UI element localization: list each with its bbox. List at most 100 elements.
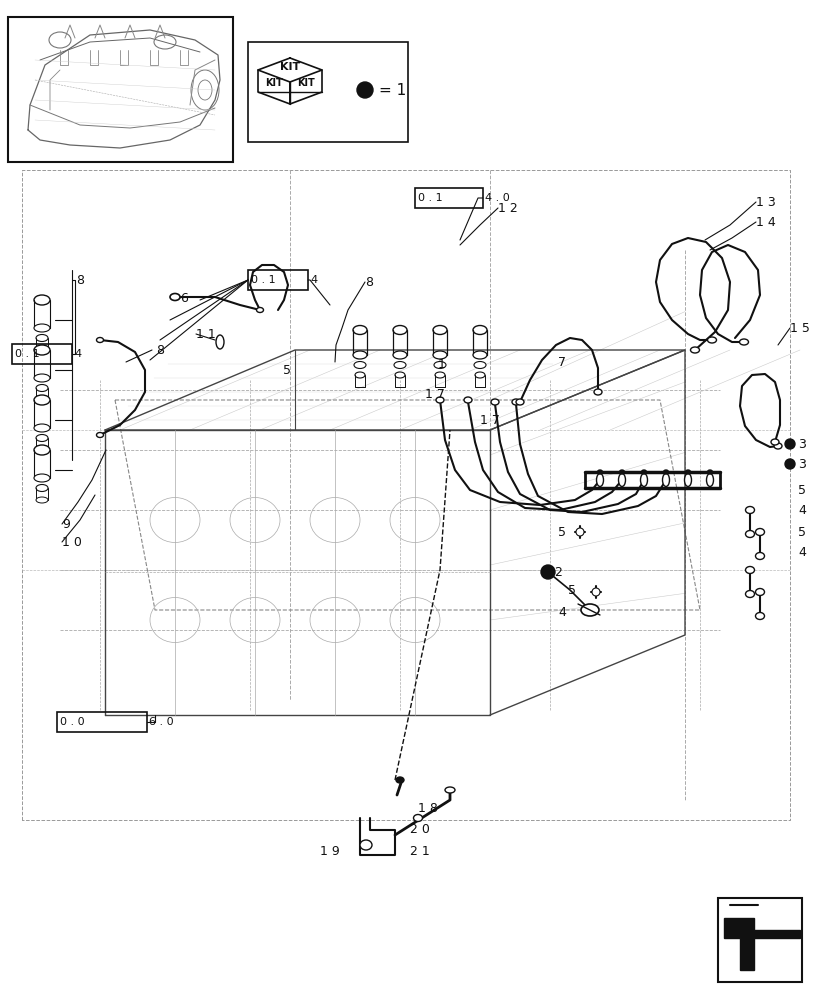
Polygon shape (723, 918, 799, 970)
Ellipse shape (395, 372, 405, 378)
Ellipse shape (445, 787, 455, 793)
Text: 9: 9 (62, 518, 70, 530)
Ellipse shape (360, 840, 372, 850)
Ellipse shape (685, 470, 690, 474)
Ellipse shape (354, 361, 365, 368)
Text: 5: 5 (797, 526, 805, 538)
Text: 4: 4 (74, 349, 81, 359)
Ellipse shape (34, 374, 50, 382)
Text: 5: 5 (557, 526, 565, 538)
Ellipse shape (256, 308, 263, 312)
Ellipse shape (690, 347, 699, 353)
Ellipse shape (464, 397, 472, 403)
Text: 2 0: 2 0 (410, 823, 429, 836)
Text: 1 2: 1 2 (497, 202, 517, 215)
Ellipse shape (684, 474, 690, 487)
Circle shape (784, 439, 794, 449)
Ellipse shape (393, 361, 405, 368)
Ellipse shape (706, 474, 713, 487)
Ellipse shape (593, 389, 601, 395)
Ellipse shape (707, 337, 716, 343)
Ellipse shape (34, 345, 50, 355)
Bar (414, 188, 482, 208)
Ellipse shape (744, 530, 753, 538)
Text: 1: 1 (437, 359, 446, 371)
Ellipse shape (36, 334, 48, 342)
Ellipse shape (34, 295, 50, 305)
Text: 0 . 1: 0 . 1 (15, 349, 39, 359)
Ellipse shape (34, 324, 50, 332)
Ellipse shape (618, 470, 624, 474)
Text: 4: 4 (557, 605, 565, 618)
Text: 0 . 1: 0 . 1 (418, 193, 442, 203)
Text: 1 4: 1 4 (755, 216, 775, 229)
Text: 6: 6 (180, 292, 188, 304)
Ellipse shape (640, 474, 647, 487)
Circle shape (541, 565, 554, 579)
Ellipse shape (662, 474, 668, 487)
Text: 1 3: 1 3 (755, 196, 775, 209)
Ellipse shape (597, 470, 602, 474)
Ellipse shape (36, 347, 48, 353)
Text: 0 . 0: 0 . 0 (60, 717, 84, 727)
Bar (12, 344, 72, 364)
Text: 4 . 0: 4 . 0 (484, 193, 509, 203)
Text: KIT: KIT (265, 78, 283, 88)
Ellipse shape (473, 326, 486, 334)
Bar (57, 712, 147, 732)
Ellipse shape (618, 474, 625, 487)
Ellipse shape (97, 338, 103, 342)
Ellipse shape (591, 588, 600, 596)
Text: 2 1: 2 1 (410, 845, 429, 858)
Ellipse shape (432, 351, 446, 359)
Text: 5: 5 (797, 484, 805, 496)
Ellipse shape (754, 528, 763, 536)
Text: 1 9: 1 9 (319, 845, 339, 858)
Ellipse shape (640, 470, 645, 474)
Ellipse shape (36, 384, 48, 391)
Ellipse shape (170, 294, 180, 300)
Ellipse shape (595, 474, 603, 487)
Ellipse shape (744, 566, 753, 574)
Text: 1 7: 1 7 (479, 414, 500, 426)
Text: 8: 8 (364, 275, 373, 288)
Bar (247, 270, 308, 290)
Ellipse shape (473, 361, 486, 368)
Ellipse shape (511, 399, 519, 405)
Ellipse shape (754, 552, 763, 560)
Text: 3: 3 (797, 458, 805, 471)
Text: 8: 8 (156, 344, 164, 357)
Ellipse shape (754, 612, 763, 619)
Ellipse shape (773, 443, 781, 449)
Text: 8: 8 (76, 273, 84, 286)
Ellipse shape (36, 497, 48, 503)
Ellipse shape (739, 339, 748, 345)
Ellipse shape (97, 432, 103, 438)
Ellipse shape (515, 399, 523, 405)
Ellipse shape (34, 445, 50, 455)
Ellipse shape (34, 424, 50, 432)
Text: KIT: KIT (279, 62, 300, 72)
Ellipse shape (434, 372, 445, 378)
Ellipse shape (663, 470, 667, 474)
Ellipse shape (413, 814, 422, 821)
Text: = 1: = 1 (378, 83, 405, 98)
Ellipse shape (707, 470, 712, 474)
Text: 1 5: 1 5 (789, 322, 809, 334)
Ellipse shape (392, 351, 406, 359)
Ellipse shape (352, 351, 367, 359)
Bar (717, 898, 801, 982)
Ellipse shape (392, 326, 406, 334)
Ellipse shape (473, 351, 486, 359)
Ellipse shape (36, 485, 48, 491)
Text: 1 8: 1 8 (418, 801, 437, 814)
Text: 4: 4 (797, 504, 805, 516)
Bar (247, 42, 408, 142)
Ellipse shape (436, 397, 443, 403)
Ellipse shape (575, 528, 583, 536)
Circle shape (541, 566, 554, 578)
Text: 4: 4 (310, 275, 317, 285)
Ellipse shape (474, 372, 484, 378)
Ellipse shape (36, 397, 48, 403)
Ellipse shape (432, 326, 446, 334)
